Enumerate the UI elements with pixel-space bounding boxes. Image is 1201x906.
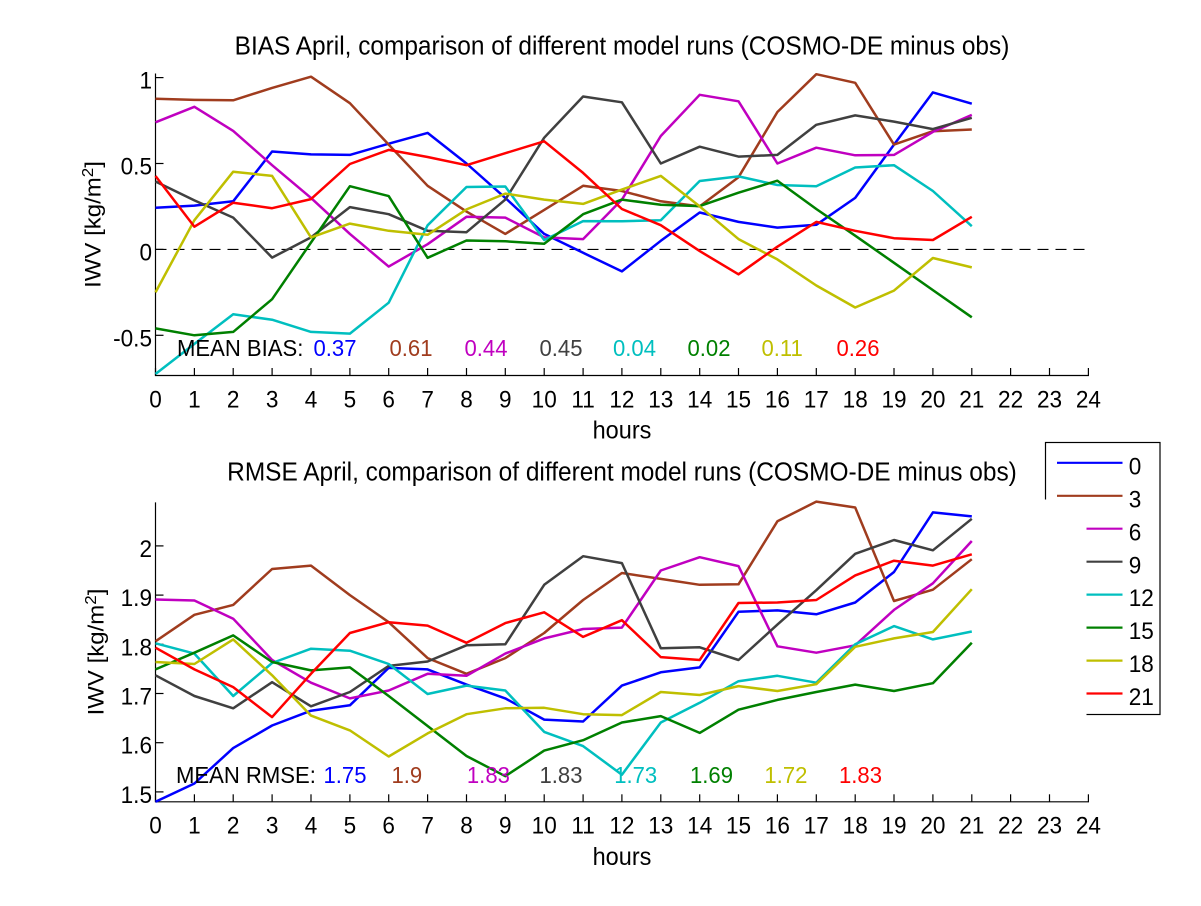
svg-text:0: 0 <box>139 239 152 266</box>
svg-text:3: 3 <box>266 386 279 413</box>
svg-text:14: 14 <box>687 812 712 839</box>
svg-text:BIAS April, comparison of diff: BIAS April, comparison of different mode… <box>235 32 1010 61</box>
svg-text:5: 5 <box>344 386 357 413</box>
svg-text:14: 14 <box>687 386 712 413</box>
svg-text:1.69: 1.69 <box>690 761 733 788</box>
svg-text:0.04: 0.04 <box>613 334 656 361</box>
svg-text:18: 18 <box>843 812 868 839</box>
svg-text:0.61: 0.61 <box>390 334 433 361</box>
svg-text:1.83: 1.83 <box>839 761 882 788</box>
svg-text:4: 4 <box>305 812 318 839</box>
svg-text:17: 17 <box>804 386 829 413</box>
svg-text:0.02: 0.02 <box>688 334 731 361</box>
svg-text:-0.5: -0.5 <box>113 325 152 352</box>
svg-text:20: 20 <box>920 386 945 413</box>
svg-text:16: 16 <box>765 386 790 413</box>
svg-text:0.26: 0.26 <box>837 334 880 361</box>
svg-text:11: 11 <box>571 386 594 413</box>
svg-text:16: 16 <box>765 812 790 839</box>
svg-text:15: 15 <box>726 812 751 839</box>
svg-text:MEAN BIAS:: MEAN BIAS: <box>177 334 303 361</box>
svg-text:0.45: 0.45 <box>540 334 583 361</box>
svg-text:1: 1 <box>188 812 201 839</box>
svg-text:8: 8 <box>460 812 473 839</box>
svg-text:7: 7 <box>421 812 434 839</box>
svg-text:1: 1 <box>188 386 201 413</box>
svg-text:1.5: 1.5 <box>121 781 152 808</box>
svg-text:7: 7 <box>421 386 434 413</box>
svg-text:0.5: 0.5 <box>121 153 152 180</box>
svg-text:3: 3 <box>1129 486 1142 513</box>
svg-text:18: 18 <box>843 386 868 413</box>
svg-text:0.37: 0.37 <box>314 334 357 361</box>
svg-text:1.75: 1.75 <box>324 761 367 788</box>
svg-text:18: 18 <box>1129 651 1154 678</box>
svg-text:10: 10 <box>532 386 557 413</box>
svg-text:1: 1 <box>139 67 152 94</box>
svg-text:1.73: 1.73 <box>614 761 657 788</box>
svg-text:9: 9 <box>499 812 512 839</box>
svg-text:0: 0 <box>1129 453 1142 480</box>
svg-text:13: 13 <box>648 812 673 839</box>
svg-text:hours: hours <box>593 417 652 445</box>
svg-text:10: 10 <box>532 812 557 839</box>
svg-text:hours: hours <box>593 843 652 871</box>
svg-text:6: 6 <box>382 812 395 839</box>
svg-text:9: 9 <box>499 386 512 413</box>
svg-text:21: 21 <box>1129 683 1154 710</box>
svg-text:12: 12 <box>609 812 634 839</box>
svg-text:1.9: 1.9 <box>121 584 152 611</box>
svg-text:0: 0 <box>149 386 162 413</box>
svg-text:24: 24 <box>1076 386 1101 413</box>
svg-text:IWV [kg/m2]: IWV [kg/m2] <box>82 589 108 716</box>
svg-text:1.9: 1.9 <box>392 761 423 788</box>
svg-text:22: 22 <box>998 386 1023 413</box>
svg-text:5: 5 <box>344 812 357 839</box>
svg-text:12: 12 <box>609 386 634 413</box>
svg-text:11: 11 <box>571 812 594 839</box>
svg-text:12: 12 <box>1129 585 1154 612</box>
svg-text:24: 24 <box>1076 812 1101 839</box>
svg-text:IWV [kg/m2]: IWV [kg/m2] <box>79 161 105 288</box>
svg-text:1.83: 1.83 <box>467 761 510 788</box>
svg-text:1.83: 1.83 <box>540 761 583 788</box>
svg-text:1.6: 1.6 <box>121 732 152 759</box>
svg-text:2: 2 <box>227 386 240 413</box>
svg-text:4: 4 <box>305 386 318 413</box>
svg-text:22: 22 <box>998 812 1023 839</box>
svg-text:19: 19 <box>881 812 906 839</box>
svg-text:15: 15 <box>1129 618 1154 645</box>
svg-text:23: 23 <box>1037 812 1062 839</box>
svg-text:3: 3 <box>266 812 279 839</box>
svg-text:8: 8 <box>460 386 473 413</box>
svg-text:RMSE April, comparison of diff: RMSE April, comparison of different mode… <box>227 458 1017 487</box>
svg-text:15: 15 <box>726 386 751 413</box>
svg-text:1.72: 1.72 <box>764 761 807 788</box>
svg-text:6: 6 <box>1129 519 1142 546</box>
svg-text:MEAN RMSE:: MEAN RMSE: <box>176 761 316 788</box>
svg-text:20: 20 <box>920 812 945 839</box>
svg-text:1.7: 1.7 <box>121 683 152 710</box>
svg-text:2: 2 <box>139 535 152 562</box>
svg-text:0.44: 0.44 <box>465 334 508 361</box>
svg-text:2: 2 <box>227 812 240 839</box>
svg-text:13: 13 <box>648 386 673 413</box>
svg-text:23: 23 <box>1037 386 1062 413</box>
svg-text:6: 6 <box>382 386 395 413</box>
svg-text:1.8: 1.8 <box>121 634 152 661</box>
svg-text:9: 9 <box>1129 552 1142 579</box>
svg-text:19: 19 <box>881 386 906 413</box>
svg-text:21: 21 <box>959 386 984 413</box>
svg-text:0.11: 0.11 <box>762 334 803 361</box>
svg-text:21: 21 <box>959 812 984 839</box>
svg-text:17: 17 <box>804 812 829 839</box>
svg-text:0: 0 <box>149 812 162 839</box>
